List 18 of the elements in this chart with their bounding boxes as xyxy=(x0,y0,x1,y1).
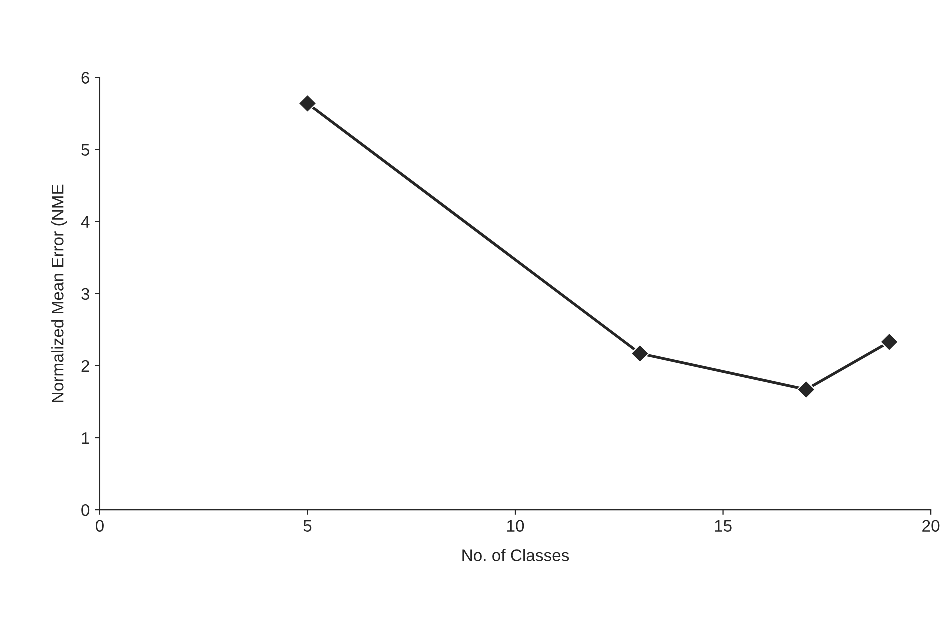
x-axis-title: No. of Classes xyxy=(462,549,570,562)
x-tick-label: 10 xyxy=(508,520,524,532)
y-tick-label: 1 xyxy=(82,432,90,444)
x-tick-label: 5 xyxy=(304,520,312,532)
x-tick-label: 15 xyxy=(715,520,732,532)
y-tick-label: 0 xyxy=(82,504,90,516)
point xyxy=(797,380,816,400)
y-axis-title: Normalized Mean Error (NME xyxy=(52,184,68,402)
point xyxy=(298,94,318,114)
y-tick-label: 2 xyxy=(82,360,90,372)
x-tick-label: 20 xyxy=(922,520,940,532)
y-tick-label: 5 xyxy=(82,144,90,156)
point xyxy=(630,344,650,364)
y-tick-label: 4 xyxy=(81,216,90,228)
x-tick-label: 0 xyxy=(96,520,104,532)
y-tick-label: 6 xyxy=(82,72,90,84)
point xyxy=(880,332,899,352)
y-tick-label: 3 xyxy=(82,288,90,300)
